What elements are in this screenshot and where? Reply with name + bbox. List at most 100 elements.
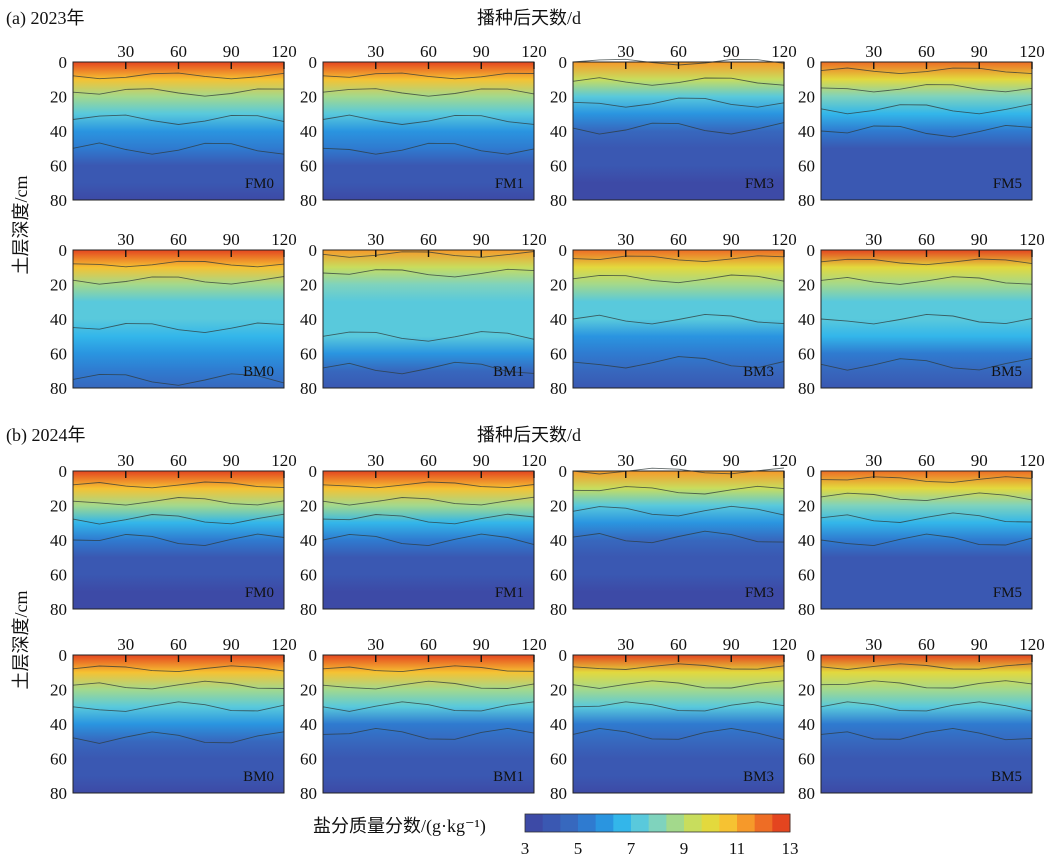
y-tick-label: 80 — [798, 379, 815, 398]
contour-line — [572, 356, 785, 369]
x-tick-label: 60 — [170, 42, 187, 61]
colorbar-swatch — [719, 814, 738, 832]
y-tick-label: 0 — [559, 241, 568, 260]
y-tick-label: 20 — [550, 681, 567, 700]
x-tick-label: 90 — [473, 42, 490, 61]
contour-line — [322, 680, 535, 690]
y-tick-label: 80 — [798, 191, 815, 210]
y-tick-label: 80 — [798, 784, 815, 803]
x-tick-label: 60 — [918, 635, 935, 654]
x-tick-label: 90 — [971, 230, 988, 249]
x-tick-label: 120 — [271, 42, 297, 61]
x-tick-label: 90 — [223, 230, 240, 249]
y-tick-label: 20 — [550, 497, 567, 516]
y-tick-label: 0 — [309, 462, 318, 481]
y-tick-label: 40 — [798, 531, 815, 550]
y-tick-label: 0 — [309, 646, 318, 665]
x-axis-title-2024: 播种后天数/d — [477, 425, 582, 445]
panel-name: FM5 — [993, 585, 1022, 601]
y-tick-label: 20 — [50, 88, 67, 107]
y-tick-label: 60 — [798, 566, 815, 585]
x-tick-label: 120 — [771, 230, 797, 249]
x-tick-label: 30 — [865, 451, 882, 470]
x-tick-label: 30 — [865, 230, 882, 249]
contour-line — [820, 313, 1033, 325]
x-tick-label: 120 — [1019, 230, 1045, 249]
y-tick-label: 0 — [59, 53, 68, 72]
x-tick-label: 60 — [670, 230, 687, 249]
contour-line — [820, 276, 1033, 285]
contour-line — [72, 276, 285, 285]
panel-2024-bm0: 30 60 90 120 0 20 40 60 80 BM0 — [50, 635, 297, 803]
x-tick-label: 60 — [918, 451, 935, 470]
y-tick-label: 80 — [300, 600, 317, 619]
x-tick-label: 120 — [1019, 635, 1045, 654]
panel-2024-bm5: 30 60 90 120 0 20 40 60 80 BM5 — [798, 635, 1045, 803]
contour-line — [322, 727, 535, 740]
y-tick-label: 0 — [807, 646, 816, 665]
x-tick-label: 30 — [367, 42, 384, 61]
y-tick-label: 0 — [59, 462, 68, 481]
panel-fill — [821, 655, 1032, 793]
y-tick-label: 20 — [300, 497, 317, 516]
contour-line — [820, 357, 1033, 371]
contour-line — [322, 88, 535, 97]
x-tick-label: 30 — [617, 230, 634, 249]
contour-line — [72, 114, 285, 125]
colorbar-swatch — [701, 814, 720, 832]
contour-line — [820, 663, 1033, 670]
x-tick-label: 60 — [670, 635, 687, 654]
y-tick-label: 20 — [50, 497, 67, 516]
x-tick-label: 30 — [865, 635, 882, 654]
y-tick-label: 40 — [50, 122, 67, 141]
contour-line — [322, 665, 535, 673]
y-tick-label: 40 — [50, 715, 67, 734]
x-tick-label: 60 — [170, 451, 187, 470]
x-tick-label: 30 — [617, 635, 634, 654]
x-tick-label: 30 — [117, 635, 134, 654]
y-tick-label: 80 — [300, 379, 317, 398]
colorbar-swatch — [737, 814, 756, 832]
contour-line — [72, 260, 285, 268]
y-tick-label: 80 — [300, 191, 317, 210]
contour-line — [572, 530, 785, 544]
contour-line — [72, 322, 285, 334]
x-tick-label: 90 — [223, 635, 240, 654]
contour-line — [322, 533, 535, 547]
contour-line — [72, 533, 285, 547]
y-tick-label: 80 — [550, 600, 567, 619]
x-tick-label: 30 — [865, 42, 882, 61]
panel-2023-fm1: 30 60 90 120 0 20 40 60 80 FM1 — [300, 42, 547, 210]
x-tick-label: 120 — [271, 451, 297, 470]
contour-line — [322, 331, 535, 342]
colorbar-swatch — [595, 814, 614, 832]
contour-line — [322, 114, 535, 125]
panel-name: BM3 — [743, 769, 774, 785]
colorbar-tick-label: 9 — [680, 839, 689, 858]
x-tick-label: 30 — [117, 42, 134, 61]
y-tick-label: 0 — [559, 462, 568, 481]
colorbar-title: 盐分质量分数/(g·kg⁻¹) — [313, 816, 486, 836]
contour-line — [820, 103, 1033, 115]
x-tick-label: 90 — [971, 451, 988, 470]
contour-line — [820, 476, 1033, 483]
contour-line — [322, 496, 535, 506]
panel-name: BM0 — [243, 364, 274, 380]
x-tick-label: 30 — [367, 635, 384, 654]
panel-fill — [573, 250, 784, 388]
panel-name: BM5 — [991, 364, 1022, 380]
colorbar-swatch — [631, 814, 650, 832]
contour-line — [72, 665, 285, 673]
y-tick-label: 60 — [300, 750, 317, 769]
colorbar-swatch — [525, 814, 544, 832]
contour-line — [572, 255, 785, 263]
x-tick-label: 60 — [918, 230, 935, 249]
y-tick-label: 60 — [50, 157, 67, 176]
contour-line — [72, 701, 285, 712]
colorbar-swatch — [754, 814, 773, 832]
y-tick-label: 0 — [59, 646, 68, 665]
contour-line — [820, 258, 1033, 266]
x-tick-label: 120 — [271, 230, 297, 249]
section-label-2024: (b) 2024年 — [6, 425, 86, 445]
x-tick-label: 90 — [723, 230, 740, 249]
